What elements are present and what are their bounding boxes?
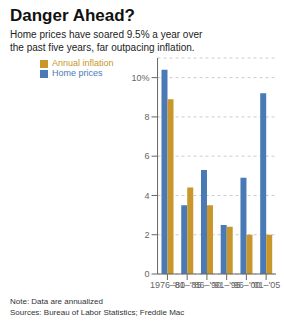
svg-text:'01–'05: '01–'05 [252, 280, 276, 290]
html-text:Home prices have soared 9.5% a: Home prices have soared 9.5% a year over… [10, 29, 203, 53]
html-text:Danger Ahead?: Danger Ahead? [10, 6, 135, 25]
svg-text:6: 6 [145, 151, 150, 161]
svg-text:'81–'85: '81–'85 [172, 280, 202, 291]
svg-text:4: 4 [145, 191, 150, 201]
html-text:Sources: Bureau of Labor Stati: Sources: Bureau of Labor Statistics; Fre… [10, 308, 185, 317]
svg-text:8: 8 [145, 112, 150, 122]
svg-text:'86–'90: '86–'90 [192, 280, 222, 291]
svg-text:1976–80: 1976–80 [149, 280, 185, 291]
html-text:Note: Data are annualized: Note: Data are annualized [10, 297, 103, 306]
svg-text:'96–'00: '96–'00 [232, 280, 261, 291]
html-text:Home prices: Home prices [52, 68, 103, 78]
svg-text:'91–'95: '91–'95 [212, 280, 241, 291]
svg-text:10%: 10% [132, 73, 150, 83]
html-text:Annual inflation: Annual inflation [52, 58, 114, 68]
svg-text:2: 2 [145, 230, 150, 240]
svg-text:0: 0 [145, 269, 150, 279]
